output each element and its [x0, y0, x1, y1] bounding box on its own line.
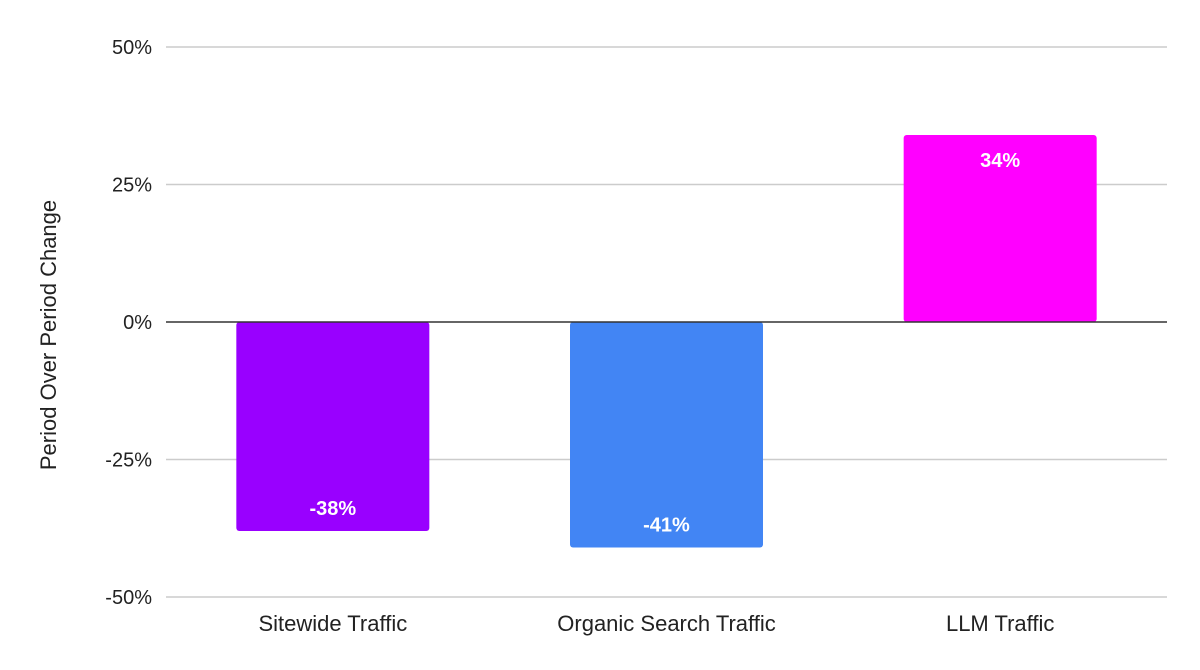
y-axis-title: Period Over Period Change	[36, 200, 61, 470]
y-tick-label: 25%	[112, 175, 152, 197]
bars	[236, 135, 1097, 548]
y-tick-label: -50%	[105, 587, 152, 609]
bar	[570, 322, 763, 548]
data-label: 34%	[980, 150, 1020, 172]
x-category-label: Sitewide Traffic	[258, 611, 407, 636]
x-category-label: Organic Search Traffic	[557, 611, 775, 636]
x-category-label: LLM Traffic	[946, 611, 1054, 636]
x-axis-categories: Sitewide Traffic Organic Search Traffic LL…	[258, 611, 1054, 636]
bar	[903, 135, 1097, 322]
data-labels: -38% -41% 34%	[309, 150, 1020, 537]
y-tick-label: 0%	[123, 312, 152, 334]
data-label: -38%	[309, 498, 356, 520]
y-tick-label: -25%	[105, 450, 152, 472]
y-axis-ticks: 50% 25% 0% -25% -50%	[105, 37, 152, 609]
y-tick-label: 50%	[112, 37, 152, 59]
bar	[236, 322, 430, 531]
data-label: -41%	[643, 515, 690, 537]
